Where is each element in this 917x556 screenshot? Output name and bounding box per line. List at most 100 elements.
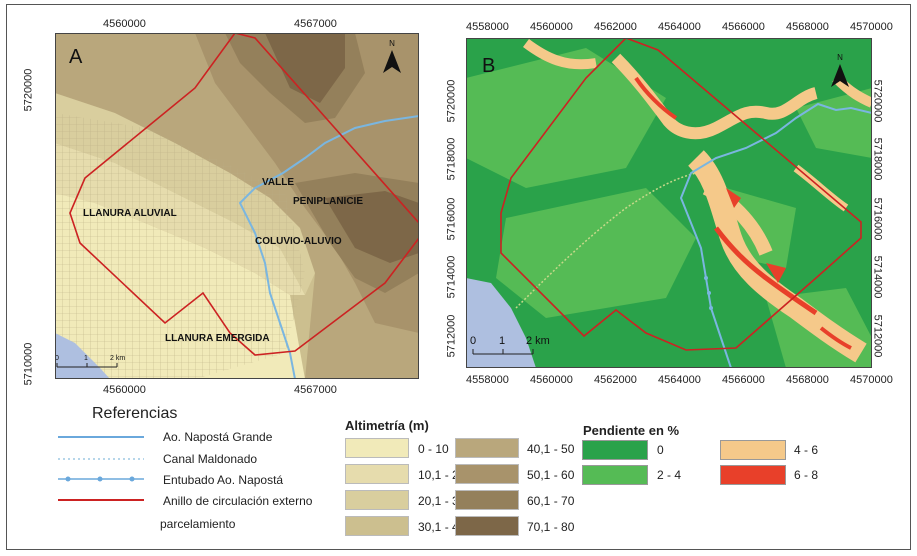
slope-zone-6-8 (714, 226, 818, 316)
panel-b-bottom-tick: 4558000 (466, 374, 509, 386)
altimetria-swatch (345, 490, 409, 510)
ring-road (500, 38, 862, 351)
north-label: N (837, 53, 843, 62)
elevation-zone-70-80 (265, 33, 345, 103)
panel-b-top-tick: 4558000 (466, 21, 509, 33)
scale-tick: 1 (499, 335, 505, 347)
panel-a-left-tick: 5710000 (22, 342, 35, 386)
panel-b-right-tick: 5718000 (871, 137, 884, 181)
napostá-creek (238, 115, 419, 379)
scale-bar (56, 363, 118, 368)
panel-b-label: B (482, 55, 495, 77)
legend-item-label: Canal Maldonado (163, 452, 258, 466)
panel-b-left-tick: 5712000 (445, 314, 458, 358)
panel-b-bottom-tick: 4566000 (722, 374, 765, 386)
altimetria-label: 0 - 10 (418, 442, 449, 456)
panel-a-bottom-tick: 4560000 (103, 384, 146, 396)
panel-a-label: A (69, 46, 83, 68)
altimetria-swatch (455, 438, 519, 458)
pendiente-swatch (720, 465, 786, 485)
entubado-symbol-dot (97, 476, 103, 482)
altimetria-label: 50,1 - 60 (527, 468, 575, 482)
slope-zone-6-8 (726, 188, 741, 208)
scale-bar (472, 349, 534, 355)
altimetria-swatch (455, 464, 519, 484)
slope-zone-6-8 (766, 263, 786, 283)
panel-b-right-tick: 5720000 (871, 79, 884, 123)
panel-a-top-tick: 4567000 (294, 18, 337, 30)
slope-zone-2-4 (496, 188, 696, 318)
altimetria-label: 10,1 - 20 (418, 468, 466, 482)
slope-zone-6-8 (819, 326, 852, 350)
panel-a-bottom-tick: 4567000 (294, 384, 337, 396)
panel-b-left-tick: 5714000 (445, 255, 458, 299)
panel-b-top-tick: 4560000 (530, 21, 573, 33)
slope-zone-4-6 (832, 74, 872, 108)
entubado-point (707, 291, 711, 295)
altimetria-label: 70,1 - 80 (527, 520, 575, 534)
north-arrow-icon (831, 64, 849, 87)
altimetria-label: 40,1 - 50 (527, 442, 575, 456)
panel-b-bottom-tick: 4570000 (850, 374, 893, 386)
region-label: COLUVIO-ALUVIO (255, 236, 342, 247)
region-label: LLANURA EMERGIDA (165, 333, 270, 344)
altimetria-swatch (455, 516, 519, 536)
entubado-symbol-dot (129, 476, 135, 482)
scale-tick: 2 km (526, 335, 550, 347)
panel-b-left-tick: 5718000 (445, 137, 458, 181)
slope-zone-6-8 (634, 76, 678, 120)
north-arrow-icon (383, 50, 401, 73)
ring-road (69, 33, 419, 356)
scale-tick: 0 (470, 335, 476, 347)
legend-symbols (58, 436, 144, 501)
legend-title: Referencias (92, 405, 178, 422)
slope-zone-4-6 (702, 181, 773, 256)
panel-b-bottom-tick: 4560000 (530, 374, 573, 386)
pendiente-swatch (582, 440, 648, 460)
altimetria-swatch (345, 516, 409, 536)
entubado-point (709, 306, 713, 310)
urban-street-grid (55, 113, 305, 379)
altimetria-swatch (345, 464, 409, 484)
panel-b-bottom-tick: 4564000 (658, 374, 701, 386)
legend-item-label: Anillo de circulación externo (163, 494, 313, 508)
slope-zone-2-4 (466, 48, 666, 188)
pendiente-title: Pendiente en % (583, 423, 680, 438)
panel-b-left-tick: 5716000 (445, 197, 458, 241)
scale-tick: 1 (84, 355, 88, 362)
sea-area (466, 278, 536, 368)
panel-b-bottom-tick: 4568000 (786, 374, 829, 386)
altimetria-label: 20,1 - 30 (418, 494, 466, 508)
pendiente-label: 4 - 6 (794, 443, 819, 457)
region-label: PENIPLANICIE (293, 196, 363, 207)
altimetria-label: 60,1 - 70 (527, 494, 575, 508)
altimetria-label: 30,1 - 40 (418, 520, 466, 534)
panel-b-right-tick: 5716000 (871, 197, 884, 241)
elevation-zone-peniplanicie-high (325, 191, 419, 263)
panel-b-top-tick: 4568000 (786, 21, 829, 33)
region-label: VALLE (262, 177, 294, 188)
pendiente-swatch (582, 465, 648, 485)
legend-item-label: Entubado Ao. Napostá (163, 473, 284, 487)
panel-a-top-tick: 4560000 (103, 18, 146, 30)
altimetria-swatch (455, 490, 519, 510)
pendiente-label: 0 (657, 443, 664, 457)
pendiente-label: 6 - 8 (794, 468, 819, 482)
slope-zone-4-6 (523, 38, 597, 70)
scale-tick: 0 (55, 355, 59, 362)
panel-a-left-tick: 5720000 (22, 68, 35, 112)
figure-frame (6, 4, 911, 550)
region-label: LLANURA ALUVIAL (83, 208, 177, 219)
panel-b-top-tick: 4562000 (594, 21, 637, 33)
pendiente-label: 2 - 4 (657, 468, 682, 482)
legend-item-label: parcelamiento (160, 517, 236, 531)
panel-b-map: B N 0 1 2 km (466, 38, 872, 368)
panel-b-top-tick: 4564000 (658, 21, 701, 33)
panel-b-top-tick: 4566000 (722, 21, 765, 33)
panel-b-left-tick: 5720000 (445, 79, 458, 123)
entubado-symbol-dot (65, 476, 71, 482)
entubado-point (704, 276, 708, 280)
altimetria-swatch (345, 438, 409, 458)
panel-b-right-tick: 5712000 (871, 314, 884, 358)
pendiente-swatch (720, 440, 786, 460)
